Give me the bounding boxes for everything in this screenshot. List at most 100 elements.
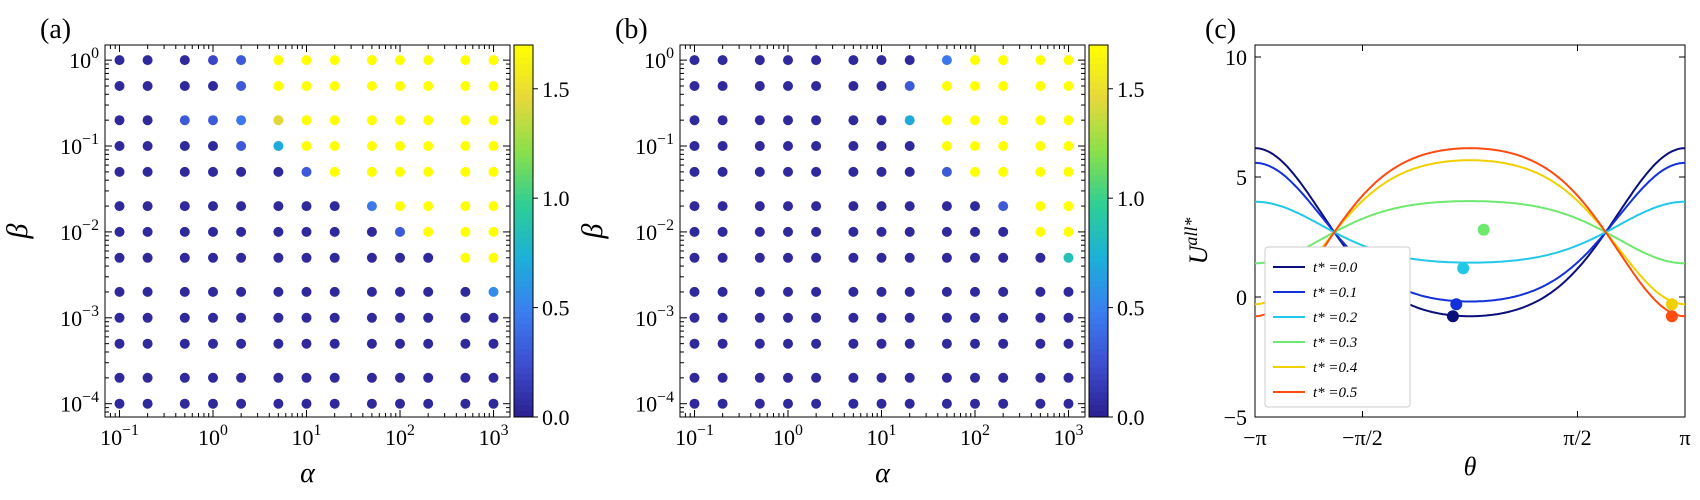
colorbar-segment — [514, 230, 533, 238]
data-point — [395, 115, 405, 126]
data-point — [366, 252, 377, 263]
colorbar-segment — [514, 410, 533, 418]
data-point — [876, 312, 887, 323]
data-point — [395, 226, 405, 237]
data-point — [941, 286, 952, 297]
data-point — [114, 312, 125, 323]
data-point — [1035, 166, 1046, 177]
colorbar-segment — [514, 106, 533, 114]
colorbar-segment — [514, 162, 533, 170]
data-point — [998, 201, 1009, 212]
data-point — [904, 55, 915, 66]
data-point — [395, 252, 405, 263]
colorbar-segment — [1089, 193, 1108, 201]
data-point — [970, 286, 980, 297]
data-point — [1035, 141, 1046, 151]
colorbar-segment — [1089, 329, 1108, 337]
colorbar-segment — [1089, 131, 1108, 139]
data-point — [717, 141, 728, 151]
y-axis-label: Uall* — [1181, 218, 1213, 265]
data-point — [998, 81, 1009, 91]
data-point — [329, 252, 340, 263]
data-point — [941, 372, 952, 383]
y-axis: −5 0 5 10 Uall* — [1181, 45, 1685, 430]
markers — [689, 55, 1074, 409]
colorbar-segment — [1089, 255, 1108, 263]
data-point — [301, 312, 312, 323]
data-point — [236, 338, 247, 349]
data-point — [460, 141, 471, 151]
data-point — [423, 55, 434, 66]
data-point — [717, 55, 728, 66]
data-point — [811, 398, 822, 409]
colorbar-segment — [514, 348, 533, 356]
data-point — [689, 141, 700, 151]
colorbar-segment — [514, 354, 533, 362]
data-point — [848, 398, 859, 409]
data-point — [142, 312, 153, 323]
colorbar-segment — [514, 236, 533, 244]
colorbar-segment — [1089, 385, 1108, 393]
legend: t* =0.0 t* =0.1 t* =0.2 t* =0.3 t* =0.4 t* =0… — [1264, 246, 1411, 408]
data-point — [301, 252, 312, 263]
data-point — [876, 141, 887, 151]
data-point — [717, 338, 728, 349]
data-point — [208, 252, 218, 263]
data-point — [689, 115, 700, 126]
data-point — [689, 226, 700, 237]
colorbar-segment — [1089, 305, 1108, 312]
data-point — [179, 141, 190, 151]
colorbar-segment — [1089, 342, 1108, 350]
data-point — [970, 141, 980, 151]
data-point — [811, 252, 822, 263]
colorbar-segment — [514, 249, 533, 257]
data-point — [1035, 338, 1046, 349]
data-point — [142, 141, 153, 151]
colorbar-segment — [514, 174, 533, 182]
data-point — [114, 201, 125, 212]
data-point — [236, 166, 247, 177]
colorbar-segment — [1089, 199, 1108, 207]
colorbar-segment — [514, 311, 533, 319]
colorbar-segment — [514, 187, 533, 195]
data-point — [783, 201, 793, 212]
data-point — [329, 372, 340, 383]
data-point — [941, 338, 952, 349]
data-point — [273, 115, 284, 126]
data-point — [423, 252, 434, 263]
data-point — [236, 312, 247, 323]
colorbar-segment — [514, 391, 533, 399]
colorbar-segment — [514, 50, 533, 58]
colorbar-segment — [514, 329, 533, 337]
data-point — [423, 201, 434, 212]
data-point — [848, 252, 859, 263]
data-point — [395, 166, 405, 177]
data-point — [717, 398, 728, 409]
colorbar-segment — [514, 57, 533, 64]
y-tick-label: 10−1 — [635, 131, 674, 159]
data-point — [998, 252, 1009, 263]
colorbar-segment — [1089, 94, 1108, 102]
data-point — [301, 398, 312, 409]
data-point — [208, 398, 218, 409]
colorbar-segment — [1089, 137, 1108, 145]
colorbar-segment — [1089, 323, 1108, 331]
data-point — [329, 286, 340, 297]
data-point — [273, 252, 284, 263]
x-tick-label: −π/2 — [1342, 425, 1383, 450]
colorbar-segment — [514, 168, 533, 176]
series-line — [1255, 161, 1685, 303]
data-point — [689, 338, 700, 349]
data-point — [460, 201, 471, 212]
data-point — [366, 81, 377, 91]
data-point — [179, 55, 190, 66]
data-point — [754, 115, 765, 126]
colorbar-segment — [514, 336, 533, 343]
data-point — [366, 286, 377, 297]
data-point — [754, 55, 765, 66]
x-tick-label: 100 — [773, 422, 803, 450]
data-point — [848, 338, 859, 349]
data-point — [460, 398, 471, 409]
data-point — [998, 141, 1009, 151]
data-point — [366, 166, 377, 177]
